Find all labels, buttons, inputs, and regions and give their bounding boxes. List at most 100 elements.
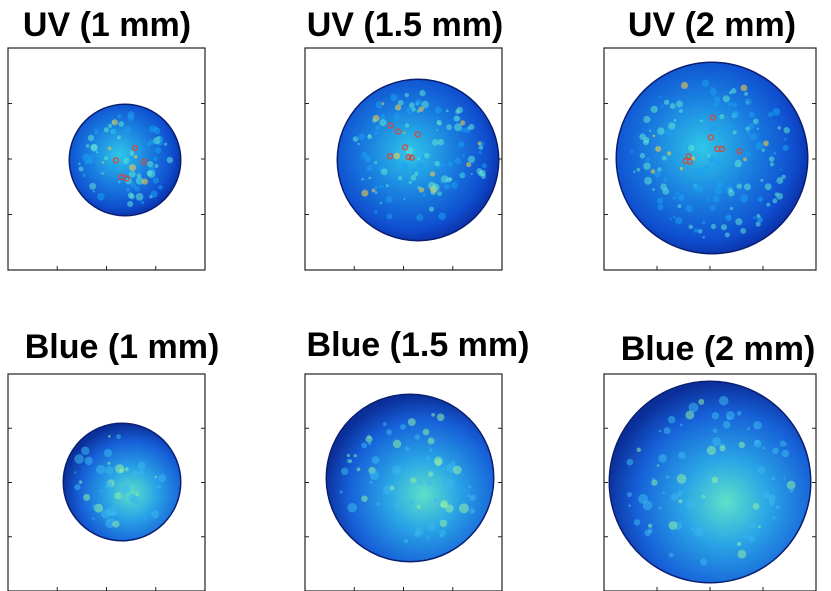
beam-speckle <box>697 168 705 176</box>
beam-speckle <box>404 539 408 543</box>
beam-speckle <box>661 105 664 108</box>
beam-speckle <box>468 156 475 163</box>
beam-speckle <box>430 172 435 177</box>
beam-speckle <box>393 440 401 448</box>
beam-speckle <box>689 225 693 229</box>
beam-speckle <box>446 124 452 130</box>
beam-speckle <box>152 511 160 519</box>
beam-speckle <box>693 185 699 191</box>
beam-speckle <box>380 202 382 204</box>
beam-speckle <box>453 466 462 475</box>
beam-speckle <box>709 124 717 132</box>
beam-speckle <box>386 184 389 187</box>
beam-speckle <box>347 459 351 463</box>
beam-speckle <box>96 465 105 474</box>
beam-speckle <box>375 191 378 194</box>
beam-speckle <box>652 188 655 191</box>
beam-speckle <box>147 170 153 176</box>
beam-speckle <box>636 168 640 172</box>
beam-speckle <box>678 452 686 460</box>
beam-speckle <box>627 492 632 497</box>
beam-speckle <box>468 485 471 488</box>
beam-speckle <box>361 190 368 197</box>
beam-speckle <box>673 196 677 200</box>
beam-speckle <box>643 162 650 169</box>
beam-speckle <box>670 103 676 109</box>
beam-speckle <box>740 194 748 202</box>
beam-speckle <box>138 462 146 470</box>
beam-speckle <box>719 396 729 406</box>
beam-speckle <box>93 504 98 509</box>
beam-speckle <box>757 128 759 130</box>
beam-speckle <box>674 119 677 122</box>
beam-speckle <box>681 82 688 89</box>
beam-speckle <box>643 139 649 145</box>
beam-speckle <box>762 447 765 450</box>
beam-speckle <box>713 428 717 432</box>
panels <box>8 48 816 591</box>
beam-speckle <box>83 494 90 501</box>
beam-speckle <box>733 103 737 107</box>
beam-speckle <box>730 523 735 528</box>
beam-speckle <box>773 152 776 155</box>
beam-speckle <box>108 435 111 438</box>
beam-speckle <box>723 421 731 429</box>
beam-speckle <box>737 411 741 415</box>
beam-speckle <box>762 148 765 151</box>
beam-speckle <box>408 418 416 426</box>
beam-speckle <box>116 434 121 439</box>
beam-speckle <box>668 416 676 424</box>
beam-speckle <box>155 147 161 153</box>
beam-speckle <box>428 471 433 476</box>
beam-speckle <box>440 534 443 537</box>
beam-speckle <box>405 446 410 451</box>
beam-speckle <box>702 221 706 225</box>
beam-speckle <box>678 194 685 201</box>
beam-speckle <box>141 201 145 205</box>
beam-speckle <box>129 138 132 141</box>
beam-speckle <box>663 492 666 495</box>
beam-speckle <box>126 188 130 192</box>
beam-speckle <box>691 106 693 108</box>
beam-speckle <box>114 492 121 499</box>
beam-speckle <box>772 477 776 481</box>
beam-speckle <box>119 468 124 473</box>
beam-speckle <box>686 500 696 510</box>
beam-speckle <box>403 132 405 134</box>
beam-speckle <box>382 102 385 105</box>
beam-speckle <box>137 173 142 178</box>
beam-speckle <box>743 157 747 161</box>
beam-speckle <box>707 446 716 455</box>
beam-speckle <box>415 434 420 439</box>
beam-speckle <box>743 535 746 538</box>
beam-speckle <box>347 454 350 457</box>
beam-speckle <box>673 157 677 161</box>
beam-speckle <box>359 158 361 160</box>
beam-speckle <box>102 173 104 175</box>
beam-speckle <box>96 151 98 153</box>
beam-speckle <box>435 459 442 466</box>
beam-speckle <box>780 441 786 447</box>
beam-speckle <box>728 190 734 196</box>
beam-speckle <box>418 170 424 176</box>
beam-speckle <box>678 499 682 503</box>
beam-speckle <box>374 210 377 213</box>
beam-speckle <box>781 175 785 179</box>
beam-speckle <box>128 192 134 198</box>
beam-speckle <box>398 176 402 180</box>
beam-speckle <box>654 171 661 178</box>
beam-speckle <box>765 183 772 190</box>
beam-speckle <box>409 181 412 184</box>
beam-speckle <box>768 494 776 502</box>
beam-speckle <box>705 111 707 113</box>
beam-speckle <box>417 186 420 189</box>
beam-speckle <box>673 216 676 219</box>
beam-speckle <box>157 485 161 489</box>
beam-speckle <box>678 491 683 496</box>
beam-speckle <box>468 124 474 130</box>
beam-speckle <box>436 116 438 118</box>
beam-speckle <box>737 542 741 546</box>
beam-speckle <box>719 445 725 451</box>
beam-speckle <box>82 153 90 161</box>
beam-speckle <box>664 178 668 182</box>
